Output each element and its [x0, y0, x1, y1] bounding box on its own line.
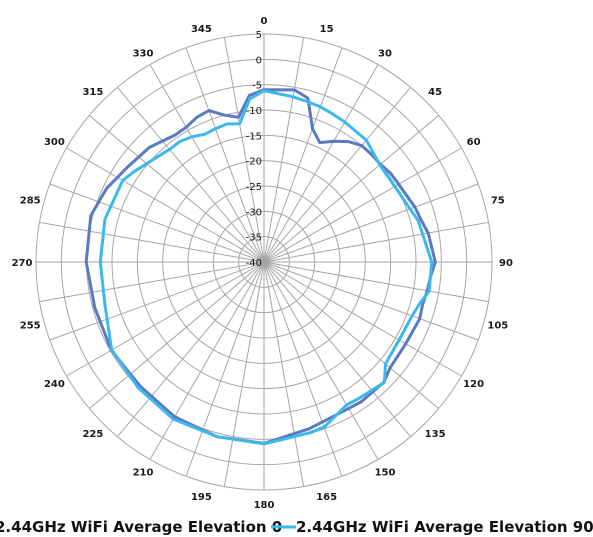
grid-spoke: [263, 261, 462, 377]
grid-spoke: [263, 37, 305, 263]
radial-tick-label: -5: [252, 81, 262, 92]
grid-spoke: [263, 115, 439, 263]
grid-spoke: [263, 47, 343, 263]
angle-tick-label: 255: [20, 321, 41, 332]
angle-tick-label: 240: [44, 379, 65, 390]
grid-spoke: [89, 261, 265, 409]
angle-tick-label: 345: [191, 24, 212, 35]
series-layer: [84, 88, 437, 446]
grid-spoke: [39, 221, 265, 263]
angle-tick-labels: 0 15 30 45 60 75 90 105 120 135 150 165 180 195 210 225…: [12, 16, 513, 511]
angle-tick-label: 150: [375, 468, 396, 479]
radial-tick-label: -35: [246, 233, 262, 244]
angle-tick-label: 285: [20, 195, 41, 206]
radial-tick-label: -20: [246, 157, 262, 168]
grid-spoke: [263, 261, 379, 460]
angle-tick-label: 165: [316, 492, 337, 503]
angle-tick-label: 315: [82, 87, 103, 98]
grid-spoke: [223, 261, 265, 487]
series-line-1: [98, 89, 434, 446]
angle-tick-label: 60: [467, 137, 481, 148]
grid-spoke: [117, 261, 265, 437]
angle-tick-label: 0: [261, 16, 268, 27]
legend-label-elevation-0: 2.44GHz WiFi Average Elevation 0: [0, 518, 282, 536]
grid-spoke: [149, 64, 265, 263]
grid-spoke: [263, 221, 489, 263]
grid-spoke: [89, 115, 265, 263]
grid-spoke: [185, 47, 265, 263]
radial-tick-label: -40: [246, 258, 262, 269]
grid-spoke: [149, 261, 265, 460]
grid-spoke: [263, 261, 439, 409]
radial-tick-label: 5: [256, 30, 262, 41]
grid-spoke: [66, 261, 265, 377]
grid-spoke: [185, 261, 265, 477]
radial-tick-label: -25: [246, 182, 262, 193]
grid-spoke: [263, 183, 479, 263]
angle-tick-label: 300: [44, 137, 65, 148]
angle-tick-label: 120: [463, 379, 484, 390]
angle-tick-label: 210: [133, 468, 154, 479]
angle-tick-label: 45: [428, 87, 442, 98]
radial-tick-label: -10: [246, 106, 262, 117]
grid-spoke: [263, 261, 479, 341]
radial-tick-labels: -40 -35 -30 -25 -20 -15 -10 -5 0 5: [246, 30, 262, 269]
grid-spoke: [117, 87, 265, 263]
angle-tick-label: 180: [254, 500, 275, 511]
grid-spoke: [263, 64, 379, 263]
legend-label-elevation-90: 2.44GHz WiFi Average Elevation 90: [296, 518, 593, 536]
angle-tick-label: 270: [12, 258, 33, 269]
angle-tick-label: 225: [82, 429, 103, 440]
grid-spoke: [263, 147, 462, 263]
grid-spokes: [36, 34, 492, 490]
legend: 2.44GHz WiFi Average Elevation 0 2.44GHz…: [0, 518, 593, 536]
angle-tick-label: 75: [491, 195, 505, 206]
grid-spoke: [49, 183, 265, 263]
grid-spoke: [263, 261, 305, 487]
angle-tick-label: 135: [425, 429, 446, 440]
grid-spoke: [49, 261, 265, 341]
grid-spoke: [263, 261, 489, 303]
radial-tick-label: -15: [246, 131, 262, 142]
grid-spoke: [39, 261, 265, 303]
angle-tick-label: 15: [320, 24, 334, 35]
angle-tick-label: 30: [378, 48, 392, 59]
angle-tick-label: 330: [133, 48, 154, 59]
radial-tick-label: -30: [246, 207, 262, 218]
grid-spoke: [66, 147, 265, 263]
radial-tick-label: 0: [256, 55, 262, 66]
angle-tick-label: 105: [487, 321, 508, 332]
angle-tick-label: 90: [499, 258, 513, 269]
grid-spoke: [223, 37, 265, 263]
angle-tick-label: 195: [191, 492, 212, 503]
grid-spoke: [263, 87, 411, 263]
series-line-0: [84, 88, 437, 445]
grid-spoke: [263, 261, 411, 437]
grid-spoke: [263, 261, 343, 477]
